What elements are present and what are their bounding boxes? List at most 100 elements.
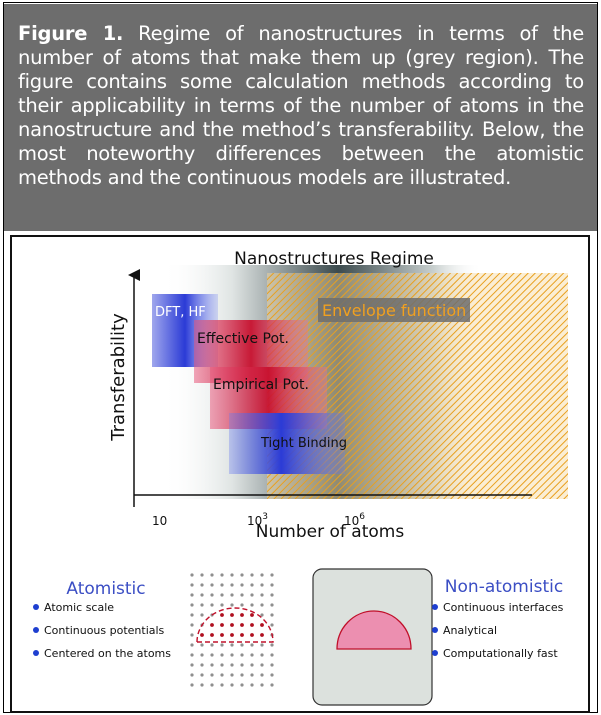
atom-dot <box>220 583 224 587</box>
red-atom-dot <box>240 623 244 627</box>
atom-dot <box>230 603 234 607</box>
atom-dot <box>220 663 224 667</box>
atom-dot <box>190 653 194 657</box>
caption-text: Regime of nanostructures in terms of the… <box>18 22 584 189</box>
non-atomistic-title: Non-atomistic <box>445 577 563 597</box>
atom-dot <box>210 673 214 677</box>
red-atom-dot <box>220 623 224 627</box>
atom-dot <box>240 683 244 687</box>
atom-dot <box>270 683 274 687</box>
bullet-icon <box>33 650 39 656</box>
atom-dot <box>260 653 264 657</box>
atom-dot <box>190 603 194 607</box>
atom-dot <box>220 593 224 597</box>
x-axis-label: Number of atoms <box>256 522 405 542</box>
atomistic-title: Atomistic <box>66 579 145 599</box>
tight-binding-box <box>229 413 345 474</box>
atomistic-boundary <box>196 607 274 643</box>
continuous-lens <box>336 610 412 650</box>
atom-dot <box>270 653 274 657</box>
atom-dot <box>230 583 234 587</box>
bullet-icon <box>33 604 39 610</box>
atom-dot <box>250 663 254 667</box>
atomistic-list: Atomic scale Continuous potentials Cente… <box>33 601 171 660</box>
atomistic-item: Centered on the atoms <box>44 647 171 660</box>
x-tick-label-2: 103 <box>247 512 268 528</box>
diagram-title: Nanostructures Regime <box>234 249 434 269</box>
atom-dot <box>220 603 224 607</box>
non-atomistic-list: Continuous interfaces Analytical Computa… <box>432 601 564 660</box>
atom-dot <box>200 673 204 677</box>
atom-dot <box>270 673 274 677</box>
dft-hf-label: DFT, HF <box>155 305 206 320</box>
atom-dot <box>270 663 274 667</box>
atom-dot <box>260 603 264 607</box>
atom-dot <box>240 583 244 587</box>
atom-dot <box>230 683 234 687</box>
red-atom-dot <box>260 623 264 627</box>
atom-dot <box>260 683 264 687</box>
red-atom-dot <box>240 633 244 637</box>
atomistic-item: Atomic scale <box>44 601 114 614</box>
non-atomistic-item: Continuous interfaces <box>443 601 564 614</box>
atom-dot <box>210 653 214 657</box>
atom-dot <box>200 603 204 607</box>
atom-dot <box>260 573 264 577</box>
atom-dot <box>230 643 234 647</box>
empirical-pot-label: Empirical Pot. <box>213 377 309 393</box>
atom-dot <box>250 673 254 677</box>
atom-dot <box>240 673 244 677</box>
red-atom-dot <box>250 633 254 637</box>
envelope-function-label: Envelope function <box>322 301 466 320</box>
atom-dot <box>240 573 244 577</box>
y-axis-label: Transferability <box>108 313 129 442</box>
effective-pot-label: Effective Pot. <box>197 331 289 347</box>
atom-dot <box>210 643 214 647</box>
atom-dot <box>220 683 224 687</box>
caption-label: Figure 1. <box>18 22 124 45</box>
atom-dot <box>190 683 194 687</box>
x-tick-label-3: 106 <box>344 512 365 528</box>
atom-dot <box>210 573 214 577</box>
atom-dot <box>270 573 274 577</box>
x-tick-label-1: 10 <box>152 514 167 528</box>
atom-dot <box>250 603 254 607</box>
tight-binding-label: Tight Binding <box>260 436 347 451</box>
atom-dot <box>190 613 194 617</box>
bullet-icon <box>33 627 39 633</box>
red-atom-dot <box>230 613 234 617</box>
atom-dot <box>190 673 194 677</box>
diagram-panel: Nanostructures Regime Transferability Nu… <box>10 235 590 713</box>
atom-dot <box>250 593 254 597</box>
red-atom-dot <box>260 633 264 637</box>
atom-dot <box>270 593 274 597</box>
atom-dot <box>270 603 274 607</box>
red-atom-dot <box>210 633 214 637</box>
bullet-icon <box>432 604 438 610</box>
atom-dot <box>190 593 194 597</box>
atom-dot <box>200 573 204 577</box>
atom-dot <box>210 583 214 587</box>
atom-dot <box>200 583 204 587</box>
atom-dot <box>220 643 224 647</box>
atom-dot <box>190 633 194 637</box>
atom-dot <box>250 573 254 577</box>
atom-dot <box>240 603 244 607</box>
atom-dot <box>240 593 244 597</box>
atom-dot <box>270 643 274 647</box>
atom-dot <box>260 613 264 617</box>
atom-dot <box>250 583 254 587</box>
atom-dot <box>260 593 264 597</box>
nanostructures-diagram: Nanostructures Regime Transferability Nu… <box>33 249 568 706</box>
atom-dot <box>200 643 204 647</box>
red-atom-dot <box>230 633 234 637</box>
atom-dot <box>220 673 224 677</box>
atom-dot <box>210 683 214 687</box>
atom-dot <box>240 643 244 647</box>
atom-dot <box>190 583 194 587</box>
atom-dot <box>210 663 214 667</box>
red-atom-dot <box>240 613 244 617</box>
atom-dot <box>260 583 264 587</box>
atom-dot <box>190 573 194 577</box>
atomic-lattice-dots <box>190 573 274 687</box>
